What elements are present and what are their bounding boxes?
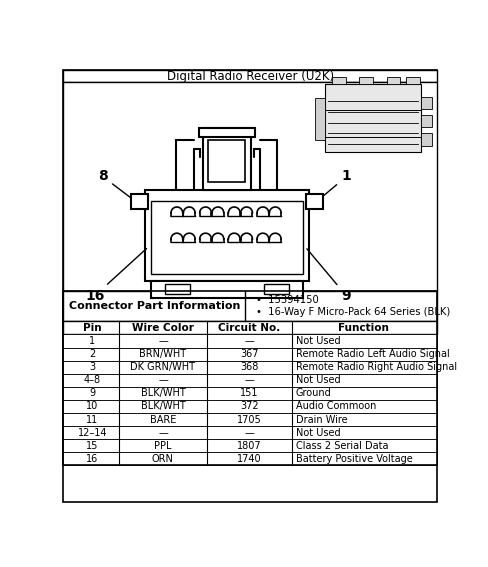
Text: 9: 9 xyxy=(89,388,96,399)
Bar xyxy=(63,291,437,320)
Text: 11: 11 xyxy=(86,414,99,425)
Bar xyxy=(203,128,251,190)
Text: 9: 9 xyxy=(307,249,351,303)
Text: 16: 16 xyxy=(85,248,146,303)
Text: Ground: Ground xyxy=(296,388,331,399)
Bar xyxy=(63,400,437,413)
Text: Not Used: Not Used xyxy=(296,428,341,438)
Bar xyxy=(63,374,437,387)
Text: 16: 16 xyxy=(86,454,99,464)
Text: —: — xyxy=(158,336,168,346)
Text: 1: 1 xyxy=(89,336,96,346)
Text: Wire Color: Wire Color xyxy=(132,323,194,332)
Text: 3: 3 xyxy=(89,362,96,372)
Text: BARE: BARE xyxy=(150,414,176,425)
Text: Pin: Pin xyxy=(83,323,102,332)
Text: 12–14: 12–14 xyxy=(78,428,107,438)
Bar xyxy=(63,361,437,374)
Text: 1740: 1740 xyxy=(237,454,262,464)
Text: •  15394150: • 15394150 xyxy=(256,295,319,305)
Bar xyxy=(315,98,325,141)
Bar xyxy=(332,77,346,84)
Text: Digital Radio Receiver (U2K): Digital Radio Receiver (U2K) xyxy=(166,70,334,83)
Text: Remote Radio Right Audio Signal: Remote Radio Right Audio Signal xyxy=(296,362,457,372)
Text: 372: 372 xyxy=(240,401,259,412)
Bar xyxy=(151,201,303,274)
Bar xyxy=(63,348,437,361)
Bar xyxy=(264,284,289,294)
Bar xyxy=(421,115,432,128)
Text: 1807: 1807 xyxy=(237,441,262,451)
Text: BLK/WHT: BLK/WHT xyxy=(141,388,185,399)
Text: 4–8: 4–8 xyxy=(84,375,101,385)
Bar xyxy=(63,320,437,335)
Bar xyxy=(359,77,373,84)
Text: ORN: ORN xyxy=(152,454,174,464)
Text: Battery Positive Voltage: Battery Positive Voltage xyxy=(296,454,412,464)
Bar xyxy=(63,426,437,439)
Text: Audio Commoon: Audio Commoon xyxy=(296,401,376,412)
Bar xyxy=(63,70,437,82)
Text: Function: Function xyxy=(338,323,388,332)
Text: 1: 1 xyxy=(307,170,351,209)
Bar xyxy=(386,77,401,84)
Bar xyxy=(165,284,190,294)
Text: 1705: 1705 xyxy=(237,414,262,425)
Text: 8: 8 xyxy=(98,170,146,210)
Bar xyxy=(63,413,437,426)
Bar xyxy=(208,139,245,182)
Text: •  16-Way F Micro-Pack 64 Series (BLK): • 16-Way F Micro-Pack 64 Series (BLK) xyxy=(256,307,450,317)
Text: Connector Part Information: Connector Part Information xyxy=(69,301,240,311)
Text: —: — xyxy=(158,428,168,438)
Text: 15: 15 xyxy=(86,441,99,451)
Text: DK GRN/WHT: DK GRN/WHT xyxy=(130,362,195,372)
Text: 368: 368 xyxy=(240,362,259,372)
Text: BRN/WHT: BRN/WHT xyxy=(140,349,186,359)
Bar xyxy=(131,193,148,209)
Text: Not Used: Not Used xyxy=(296,336,341,346)
Bar xyxy=(145,190,309,281)
Bar xyxy=(421,96,432,109)
Bar xyxy=(199,128,255,137)
Bar xyxy=(63,291,437,466)
Text: Circuit No.: Circuit No. xyxy=(218,323,281,332)
Text: 2: 2 xyxy=(89,349,96,359)
Text: Not Used: Not Used xyxy=(296,375,341,385)
Text: 10: 10 xyxy=(86,401,99,412)
Text: —: — xyxy=(244,375,254,385)
Bar xyxy=(151,281,303,298)
Text: 151: 151 xyxy=(240,388,259,399)
Bar xyxy=(306,193,323,209)
Text: PPL: PPL xyxy=(154,441,172,451)
Text: —: — xyxy=(244,428,254,438)
Bar xyxy=(63,335,437,348)
Bar xyxy=(63,387,437,400)
Bar xyxy=(421,133,432,146)
Bar xyxy=(406,77,420,84)
Text: —: — xyxy=(244,336,254,346)
Text: BLK/WHT: BLK/WHT xyxy=(141,401,185,412)
Text: —: — xyxy=(158,375,168,385)
Text: Drain Wire: Drain Wire xyxy=(296,414,347,425)
Text: Class 2 Serial Data: Class 2 Serial Data xyxy=(296,441,388,451)
Bar xyxy=(63,439,437,452)
Bar xyxy=(63,452,437,466)
Bar xyxy=(63,82,437,290)
Text: Remote Radio Left Audio Signal: Remote Radio Left Audio Signal xyxy=(296,349,449,359)
Text: 367: 367 xyxy=(240,349,259,359)
Bar xyxy=(325,84,421,152)
